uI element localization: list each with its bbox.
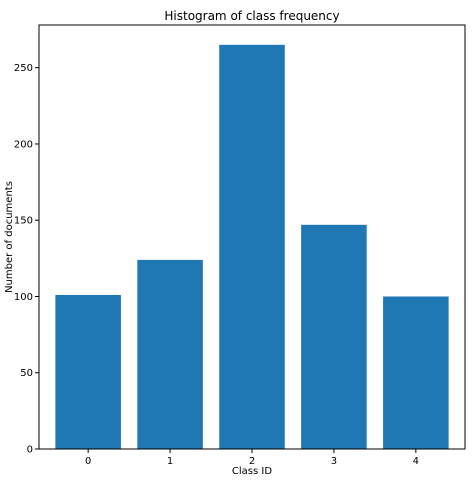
x-tick-label: 1 xyxy=(167,456,173,467)
x-tick-label: 4 xyxy=(413,456,419,467)
bar-class-1 xyxy=(137,259,203,449)
bar-class-4 xyxy=(383,296,449,449)
x-axis-label: Class ID xyxy=(232,466,272,477)
y-tick-label: 250 xyxy=(14,63,33,74)
chart-title: Histogram of class frequency xyxy=(164,9,339,23)
plot-area: 0 1 2 3 4 0 50 100 150 200 250 xyxy=(14,44,449,467)
y-tick-label: 200 xyxy=(14,139,33,150)
x-tick-label: 3 xyxy=(331,456,337,467)
bar-class-3 xyxy=(301,224,367,449)
y-tick-label: 100 xyxy=(14,292,33,303)
y-tick-label: 50 xyxy=(20,368,33,379)
x-tick-label: 2 xyxy=(249,456,255,467)
x-tick-label: 0 xyxy=(85,456,91,467)
plot-frame xyxy=(38,24,466,450)
bar-class-0 xyxy=(55,294,121,449)
bar-class-2 xyxy=(219,44,285,450)
y-axis-label: Number of documents xyxy=(4,181,15,293)
y-tick-label: 0 xyxy=(27,445,33,456)
y-tick-label: 150 xyxy=(14,216,33,227)
